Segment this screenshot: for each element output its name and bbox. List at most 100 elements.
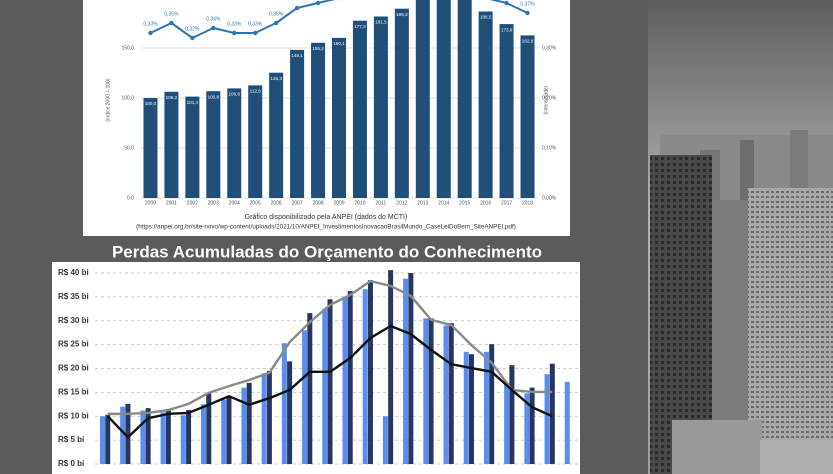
bar — [448, 323, 454, 464]
bar — [186, 410, 192, 464]
y2-tick-label: 0,20% — [542, 95, 557, 101]
line-marker — [190, 35, 195, 41]
y-tick-label: R$ 5 bi — [58, 435, 84, 444]
point-value-label: 0,32% — [185, 26, 200, 32]
x-tick-label: 2007 — [292, 200, 303, 206]
bar — [145, 408, 151, 464]
bar — [483, 351, 489, 464]
source-url: (https://anpei.org.br/site-novo/wp-conte… — [136, 224, 516, 231]
line — [107, 279, 553, 416]
x-tick-label: 2002 — [187, 200, 198, 206]
bar-value-label: 112,6 — [250, 89, 262, 94]
bar-value-label: 189,3 — [396, 12, 408, 17]
bar — [99, 416, 105, 464]
bar — [428, 318, 434, 464]
bar — [549, 363, 555, 464]
bar-value-label: 106,8 — [208, 94, 220, 99]
bar — [246, 382, 252, 464]
bar — [489, 344, 495, 464]
x-tick-label: 2013 — [417, 200, 428, 206]
y-tick-label: R$ 25 bi — [58, 340, 89, 349]
line-marker — [294, 5, 300, 11]
bar — [468, 354, 474, 464]
bar-value-label: 162,6 — [522, 39, 534, 44]
city-photo — [648, 0, 833, 474]
bar — [457, 0, 472, 198]
y2-tick-label: 0,30% — [542, 45, 557, 51]
bar — [241, 387, 247, 464]
line-marker — [232, 30, 237, 36]
bar-value-label: 177,3 — [354, 24, 366, 29]
bar — [342, 296, 348, 464]
bar — [347, 291, 353, 464]
line-marker — [169, 20, 174, 26]
bar — [281, 343, 287, 464]
bar — [201, 404, 207, 464]
bar — [408, 273, 414, 464]
y-tick-label: R$ 0 bi — [58, 459, 84, 468]
chart: (índice 2000 = 100) (intensidade) Gráfic… — [105, 0, 557, 231]
x-tick-label: 2000 — [145, 200, 156, 206]
bar-value-label: 160,1 — [333, 41, 345, 46]
bar-value-label: 106,2 — [166, 95, 178, 100]
x-tick-label: 2010 — [354, 200, 365, 206]
y-tick-label: R$ 10 bi — [58, 411, 89, 420]
bar — [266, 370, 272, 464]
bar — [180, 415, 186, 464]
point-value-label: 0,33% — [227, 21, 242, 27]
y-tick-label: R$ 20 bi — [58, 364, 89, 373]
bar — [185, 96, 200, 198]
bar — [307, 313, 313, 464]
bar — [352, 20, 367, 199]
bar-value-label: 109,6 — [229, 92, 241, 97]
bar — [373, 16, 388, 198]
y-tick-label: 50,0 — [124, 145, 134, 151]
y-tick-label: R$ 30 bi — [58, 316, 89, 325]
bar — [143, 98, 158, 198]
line-marker — [253, 30, 258, 36]
bar — [544, 374, 550, 464]
y-tick-label: R$ 40 bi — [58, 268, 89, 277]
bar — [287, 361, 293, 464]
x-tick-label: 2009 — [333, 200, 344, 206]
bar — [165, 409, 171, 464]
x-tick-label: 2016 — [480, 200, 491, 206]
line-marker — [273, 20, 279, 26]
bar — [403, 278, 409, 464]
bar — [311, 42, 326, 198]
bar — [463, 351, 469, 464]
line-marker — [211, 25, 216, 31]
bar — [261, 373, 267, 464]
point-value-label: 0,33% — [248, 21, 263, 27]
bar — [327, 299, 333, 464]
bar-value-label: 181,5 — [375, 20, 387, 25]
bar — [504, 382, 510, 464]
point-value-label: 0,33% — [143, 21, 158, 27]
bar — [125, 403, 131, 464]
bar — [290, 49, 305, 199]
bar — [120, 406, 126, 464]
bar — [499, 24, 514, 198]
bar — [394, 8, 409, 199]
bar — [206, 91, 221, 198]
x-tick-label: 2011 — [376, 200, 387, 206]
line-marker — [525, 10, 530, 16]
point-value-label: 0,35% — [269, 11, 284, 17]
bar — [160, 412, 166, 464]
bar — [206, 393, 212, 464]
bar — [443, 325, 449, 464]
bar — [221, 399, 227, 464]
source-note: Gráfico disponibilizado pela ANPEI (dado… — [245, 214, 408, 221]
bar — [322, 308, 328, 464]
x-tick-label: 2014 — [438, 200, 449, 206]
x-tick-label: 2005 — [250, 200, 261, 206]
bar-value-label: 148,1 — [291, 53, 303, 58]
bar — [227, 88, 242, 198]
bar — [529, 387, 535, 464]
y-tick-label: 100,0 — [121, 95, 134, 101]
bar — [478, 11, 493, 198]
bar-value-label: 155,2 — [312, 46, 324, 51]
chart: Perdas Acumuladas do Orçamento do Conhec… — [58, 242, 580, 468]
bar-value-label: 173,9 — [501, 27, 513, 32]
